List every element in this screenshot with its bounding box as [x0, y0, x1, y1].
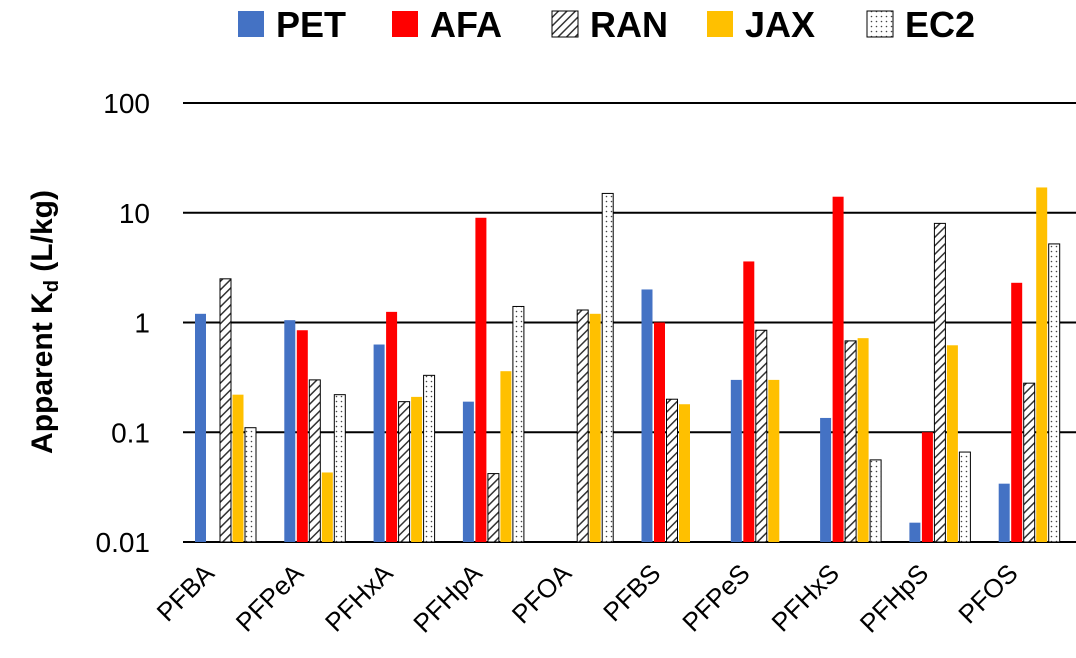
x-tick-label: PFOA [506, 558, 578, 630]
bar-jax-pfhpa [500, 371, 512, 542]
bar-ran-pfhxs [844, 340, 857, 543]
bar-jax-pfbs [679, 404, 690, 542]
bar-ec2-pfpea [333, 394, 346, 543]
bar-jax-pfoa [589, 313, 601, 542]
legend-swatch-ec2 [866, 10, 894, 38]
bar-ran-pfhxa [398, 401, 411, 543]
y-tick-label: 0.01 [96, 527, 151, 558]
bars [195, 187, 1061, 543]
legend-swatch-afa [392, 11, 418, 37]
bar-afa-pfhxa [386, 311, 398, 542]
bar-ran-pfhpa [487, 473, 500, 543]
y-axis-label-unit: (L/kg) [26, 190, 59, 280]
y-axis-label-main: Apparent K [26, 292, 59, 454]
bar-ran-pfos [1023, 382, 1036, 543]
bar-ran-pfpea [308, 379, 321, 543]
bar-ec2-pfhps [958, 451, 971, 543]
y-tick-label: 0.1 [111, 417, 150, 448]
x-tick-label: PFBS [597, 558, 666, 627]
legend-label-afa: AFA [430, 4, 502, 45]
bar-jax-pfhxa [411, 396, 423, 542]
bar-pet-pfhpa [462, 401, 474, 542]
bar-afa-pfhpa [475, 217, 487, 542]
bar-jax-pfpea [321, 472, 333, 542]
x-tick-label: PFHpS [854, 558, 934, 638]
bar-ec2-pfhxa [423, 374, 436, 543]
bar-ec2-pfhxs [869, 459, 882, 543]
bar-afa-pfbs [654, 322, 665, 542]
x-tick-label: PFHpA [407, 558, 488, 639]
bar-jax-pfpes [768, 379, 780, 542]
x-axis-tick-labels: PFBA PFPeA PFHxA PFHpA PFOA PFBS PFPeS PFHxS PFH… [151, 558, 1024, 639]
legend-label-ran: RAN [590, 4, 668, 45]
bar-ec2-pfos [1048, 243, 1061, 543]
bar-jax-pfba [232, 394, 244, 542]
bar-ec2-pfba [244, 427, 257, 543]
bar-ran-pfhps [933, 222, 946, 543]
legend-swatch-pet [238, 11, 264, 37]
y-axis-label-subscript: d [41, 280, 63, 292]
legend-swatch-jax [707, 11, 733, 37]
legend-label-pet: PET [276, 4, 346, 45]
x-tick-label: PFHxS [766, 558, 845, 637]
bar-jax-pfhps [946, 345, 958, 542]
bar-ran-pfpes [755, 329, 768, 543]
bar-afa-pfhxs [832, 196, 844, 542]
bar-ran-pfbs [666, 398, 678, 543]
x-tick-label: PFPeA [230, 558, 310, 638]
bar-pet-pfhxs [820, 417, 832, 542]
bar-pet-pfos [998, 483, 1010, 542]
x-tick-label: PFBA [151, 558, 221, 628]
bar-pet-pfba [195, 313, 206, 542]
bar-pet-pfpes [730, 379, 742, 542]
bar-afa-pfhps [921, 432, 933, 542]
bar-pet-pfhps [909, 522, 921, 542]
bar-ran-pfoa [576, 309, 589, 543]
legend-swatch-ran [551, 10, 579, 38]
y-tick-label: 10 [119, 198, 150, 229]
bar-pet-pfpea [284, 320, 296, 542]
bar-ec2-pfoa [601, 192, 614, 543]
y-axis-tick-labels: 0.01 0.1 1 10 100 [96, 88, 151, 558]
bar-ran-pfba [219, 278, 232, 543]
x-tick-label: PFOS [952, 558, 1023, 629]
x-tick-label: PFHxA [319, 558, 399, 638]
legend: PET AFA RAN JAX EC2 [238, 4, 975, 45]
y-tick-label: 1 [134, 308, 150, 339]
bar-pet-pfhxa [373, 344, 385, 542]
legend-label-ec2: EC2 [905, 4, 975, 45]
bar-ec2-pfhpa [512, 305, 525, 543]
y-tick-label: 100 [103, 88, 150, 119]
bar-jax-pfos [1036, 187, 1048, 542]
bar-pet-pfbs [641, 289, 653, 542]
bar-afa-pfpea [296, 330, 308, 542]
y-axis-label: Apparent Kd (L/kg) [26, 190, 63, 454]
bar-jax-pfhxs [857, 338, 869, 542]
bar-afa-pfpes [743, 261, 755, 542]
x-tick-label: PFPeS [676, 558, 755, 637]
legend-label-jax: JAX [745, 4, 815, 45]
bar-afa-pfos [1011, 282, 1023, 542]
